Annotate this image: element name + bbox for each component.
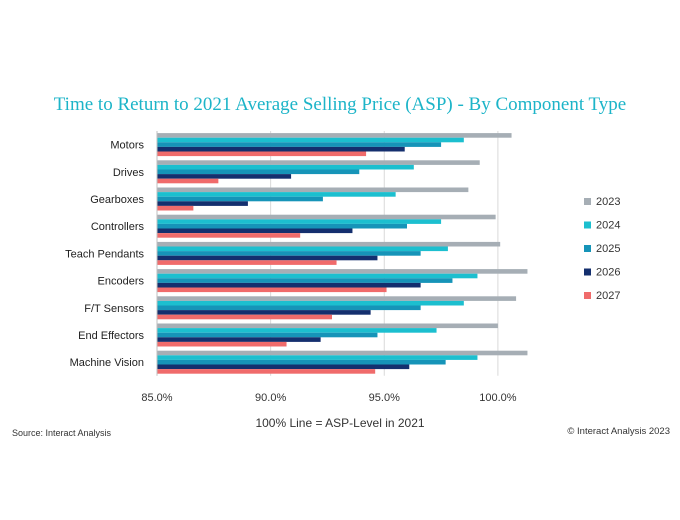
chart-title: Time to Return to 2021 Average Selling P… — [53, 94, 627, 115]
axis-layer: 85.0% 90.0% 95.0% 100.0% Motors Drives Gearbox… — [65, 131, 517, 404]
x-tick-label: 85.0% — [141, 392, 172, 404]
x-tick-label: 90.0% — [255, 392, 286, 404]
bar-2025 — [157, 169, 360, 175]
source-note: Source: Interact Analysis — [12, 428, 112, 438]
legend-swatch-2025 — [584, 245, 591, 252]
legend-swatch-2026 — [584, 268, 591, 276]
bar-2027 — [157, 314, 332, 320]
bar-2027 — [157, 205, 194, 211]
bar-2023 — [157, 323, 498, 329]
x-axis-label: 100% Line = ASP-Level in 2021 — [255, 416, 425, 430]
bar-2023 — [157, 241, 501, 247]
bar-2023 — [157, 187, 469, 193]
bar-2025 — [157, 196, 323, 202]
bar-2026 — [157, 337, 321, 342]
category-label: Machine Vision — [70, 357, 144, 369]
bar-2027 — [157, 287, 387, 293]
bar-2027 — [157, 178, 219, 184]
bar-2026 — [157, 228, 353, 234]
bar-2024 — [157, 219, 442, 224]
bar-2027 — [157, 341, 287, 347]
bar-2024 — [157, 273, 478, 279]
category-label: Gearboxes — [90, 194, 144, 206]
bar-2026 — [157, 146, 405, 152]
bar-layer — [157, 133, 528, 374]
bar-2023 — [157, 160, 480, 165]
bar-2025 — [157, 305, 421, 311]
category-label: Controllers — [91, 221, 145, 233]
bar-2023 — [157, 214, 496, 220]
bar-2026 — [157, 255, 378, 261]
bar-2023 — [157, 296, 517, 301]
bar-2023 — [157, 350, 528, 356]
bar-2026 — [157, 364, 410, 370]
bar-2026 — [157, 282, 421, 288]
bar-2025 — [157, 251, 421, 256]
bar-2025 — [157, 278, 453, 283]
legend-label-2023: 2023 — [596, 196, 620, 208]
category-label: End Effectors — [78, 330, 144, 342]
bar-2025 — [157, 359, 446, 365]
bar-2024 — [157, 355, 478, 360]
bar-2024 — [157, 192, 396, 197]
legend-label-2025: 2025 — [596, 243, 620, 255]
bar-2027 — [157, 260, 337, 265]
category-label: Encoders — [98, 276, 145, 288]
bar-2027 — [157, 151, 367, 157]
bar-2025 — [157, 332, 378, 338]
legend-label-2024: 2024 — [596, 220, 620, 232]
bar-2024 — [157, 328, 437, 333]
bar-2027 — [157, 369, 376, 374]
x-tick-label: 95.0% — [369, 392, 400, 404]
category-label: Teach Pendants — [65, 248, 144, 260]
bar-2025 — [157, 223, 407, 229]
legend-swatch-2023 — [584, 198, 591, 205]
category-label: F/T Sensors — [84, 303, 144, 315]
bar-2025 — [157, 142, 442, 147]
copyright-note: © Interact Analysis 2023 — [567, 426, 670, 437]
legend-label-2027: 2027 — [596, 290, 620, 302]
bar-2026 — [157, 310, 371, 315]
category-label: Drives — [113, 167, 145, 179]
legend-swatch-2024 — [584, 221, 591, 229]
bar-2027 — [157, 233, 301, 238]
bar-2024 — [157, 300, 464, 306]
legend-swatch-2027 — [584, 292, 591, 299]
category-label: Motors — [110, 140, 144, 152]
bar-2024 — [157, 137, 464, 143]
bar-2024 — [157, 246, 448, 252]
bar-2024 — [157, 164, 414, 170]
bar-2026 — [157, 201, 248, 206]
bar-2023 — [157, 269, 528, 274]
x-tick-label: 100.0% — [479, 392, 517, 404]
bar-2023 — [157, 133, 512, 138]
legend-layer: 2023 2024 2025 2026 2027 — [584, 196, 620, 302]
legend-label-2026: 2026 — [596, 267, 620, 279]
bar-2026 — [157, 174, 292, 179]
